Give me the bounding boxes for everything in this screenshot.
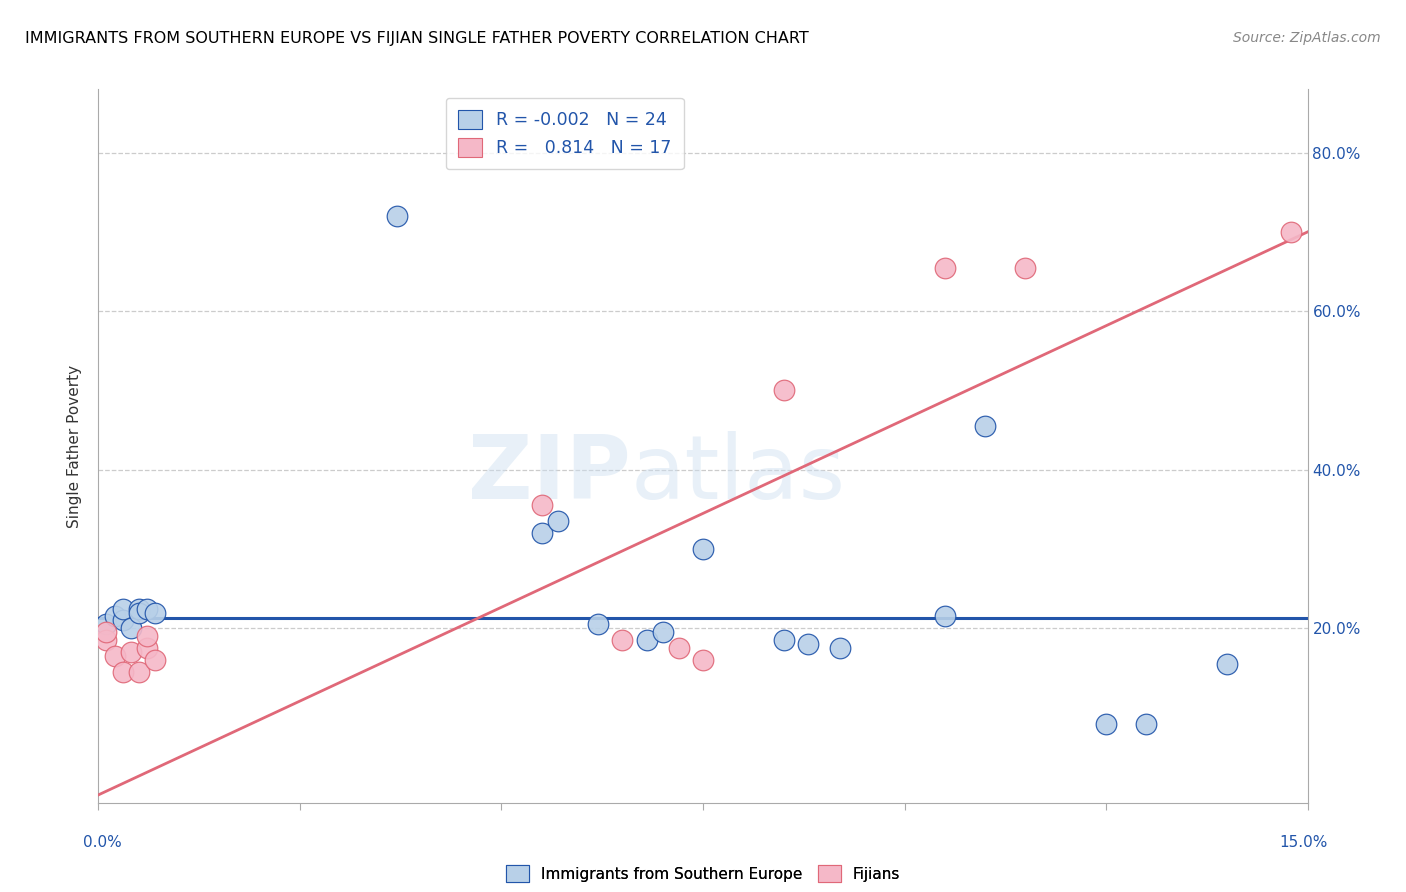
Point [128,601,150,615]
Point [828,641,851,656]
Text: 15.0%: 15.0% [1279,836,1327,850]
Point [135,601,157,615]
Point [143,606,166,620]
Point [797,637,820,651]
Point [135,629,157,643]
Point [143,653,166,667]
Point [668,641,690,656]
Point [385,209,408,223]
Point [1216,657,1239,671]
Point [1281,225,1303,239]
Point [651,625,673,640]
Point [111,601,134,615]
Point [120,621,142,635]
Point [934,609,956,624]
Point [96,617,118,632]
Point [120,645,142,659]
Point [1014,260,1036,275]
Legend: Immigrants from Southern Europe, Fijians: Immigrants from Southern Europe, Fijians [499,859,907,888]
Point [1095,716,1118,731]
Point [530,499,553,513]
Point [111,665,134,679]
Point [103,609,125,624]
Point [128,665,150,679]
Text: ZIP: ZIP [468,431,630,518]
Y-axis label: Single Father Poverty: Single Father Poverty [67,365,83,527]
Point [547,514,569,528]
Text: IMMIGRANTS FROM SOUTHERN EUROPE VS FIJIAN SINGLE FATHER POVERTY CORRELATION CHAR: IMMIGRANTS FROM SOUTHERN EUROPE VS FIJIA… [25,31,808,46]
Point [974,419,997,434]
Point [692,542,714,557]
Text: atlas: atlas [630,431,845,518]
Point [96,625,118,640]
Point [1135,716,1157,731]
Text: 0.0%: 0.0% [83,836,122,850]
Point [530,526,553,541]
Text: Source: ZipAtlas.com: Source: ZipAtlas.com [1233,31,1381,45]
Point [128,606,150,620]
Point [103,649,125,664]
Point [96,633,118,648]
Point [135,641,157,656]
Point [586,617,609,632]
Point [636,633,658,648]
Point [612,633,634,648]
Point [772,384,794,398]
Point [934,260,956,275]
Point [111,614,134,628]
Point [692,653,714,667]
Point [772,633,794,648]
